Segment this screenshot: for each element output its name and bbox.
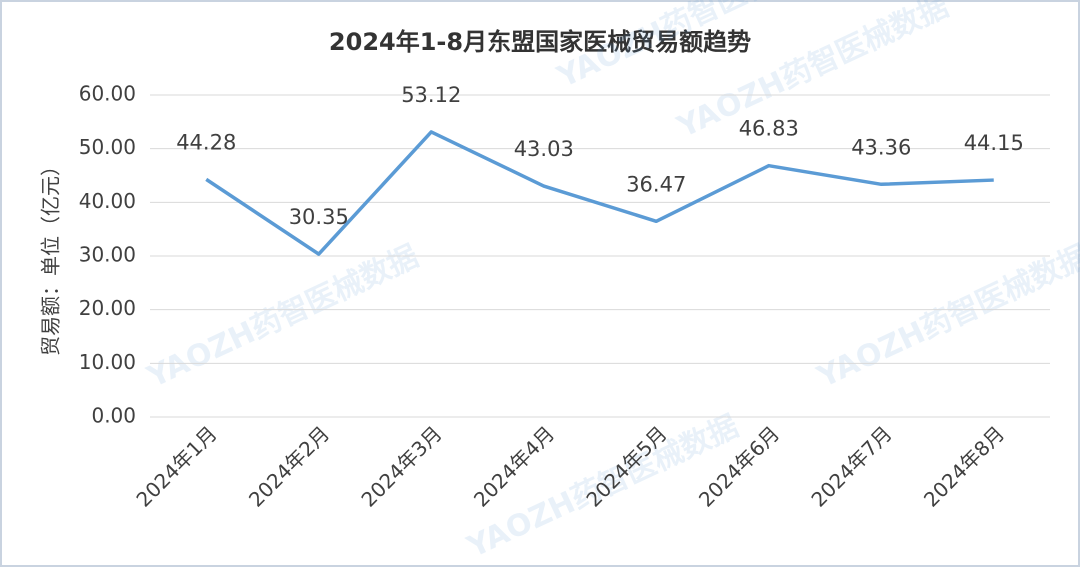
y-tick-label: 30.00: [79, 243, 136, 267]
y-tick-label: 0.00: [91, 404, 136, 428]
y-tick-label: 40.00: [79, 189, 136, 213]
y-tick-label: 10.00: [79, 350, 136, 374]
y-tick-label: 50.00: [79, 135, 136, 159]
line-series: [205, 130, 994, 256]
data-label: 43.03: [514, 137, 574, 161]
data-label: 46.83: [739, 117, 799, 141]
chart-title: 2024年1-8月东盟国家医械贸易额趋势: [329, 28, 751, 56]
data-label: 44.15: [964, 131, 1024, 155]
y-tick-label: 20.00: [79, 296, 136, 320]
data-label: 53.12: [401, 83, 461, 107]
data-label: 43.36: [851, 135, 911, 159]
data-label: 30.35: [289, 205, 349, 229]
y-tick-label: 60.00: [79, 82, 136, 106]
data-label: 44.28: [176, 130, 236, 154]
y-axis-label: 贸易额：单位（亿元）: [39, 156, 63, 356]
data-label: 36.47: [626, 172, 686, 196]
